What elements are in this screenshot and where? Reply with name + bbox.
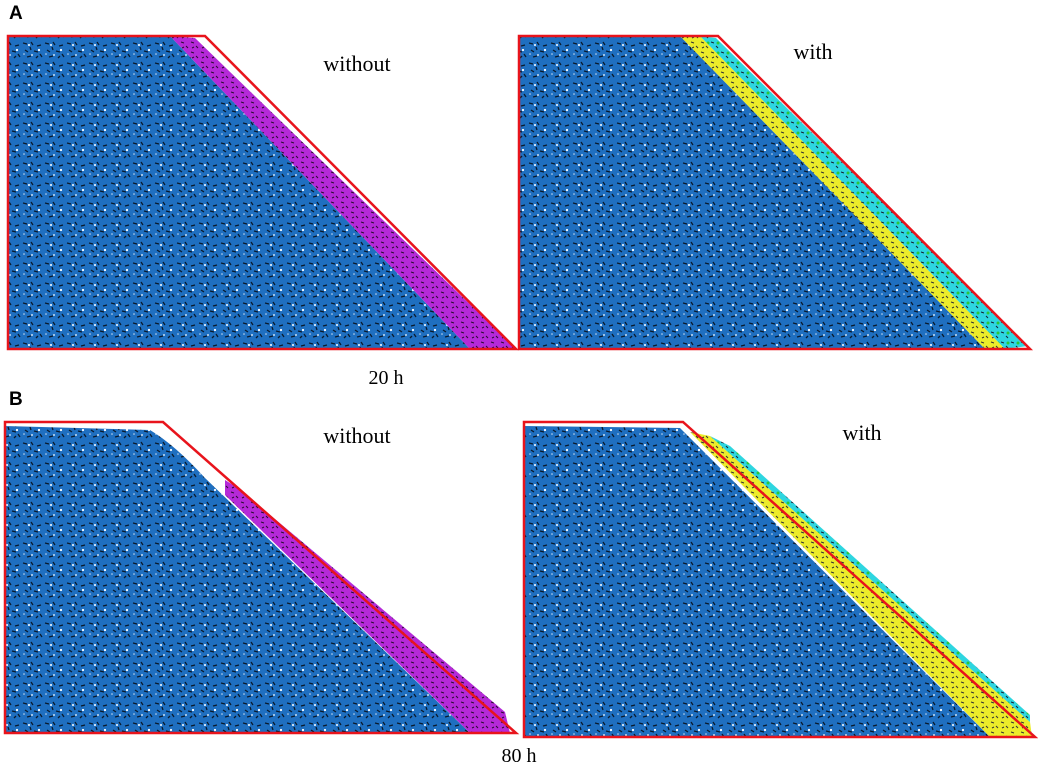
panel-title: with	[842, 420, 881, 445]
layer	[680, 36, 1005, 349]
row-label: A	[9, 3, 23, 24]
panel	[517, 34, 1034, 351]
caption: 80 h	[502, 745, 537, 766]
layer	[700, 36, 1028, 349]
layer	[710, 436, 1030, 722]
outline	[517, 34, 1034, 351]
row-label: B	[9, 389, 23, 410]
caption: 20 h	[369, 367, 404, 389]
bulk	[8, 36, 470, 349]
outline	[3, 420, 520, 735]
panel-title: without	[323, 423, 390, 448]
panel	[6, 34, 520, 351]
outline	[522, 420, 1038, 739]
outline	[6, 34, 520, 351]
panel-title: without	[323, 51, 390, 76]
layer	[225, 480, 510, 733]
panel	[3, 420, 520, 735]
bulk	[5, 426, 470, 733]
layer	[170, 36, 516, 349]
panel-title: with	[793, 39, 832, 64]
panel	[522, 420, 1038, 739]
layer	[690, 432, 1032, 737]
bulk	[524, 426, 990, 737]
bulk	[519, 36, 985, 349]
